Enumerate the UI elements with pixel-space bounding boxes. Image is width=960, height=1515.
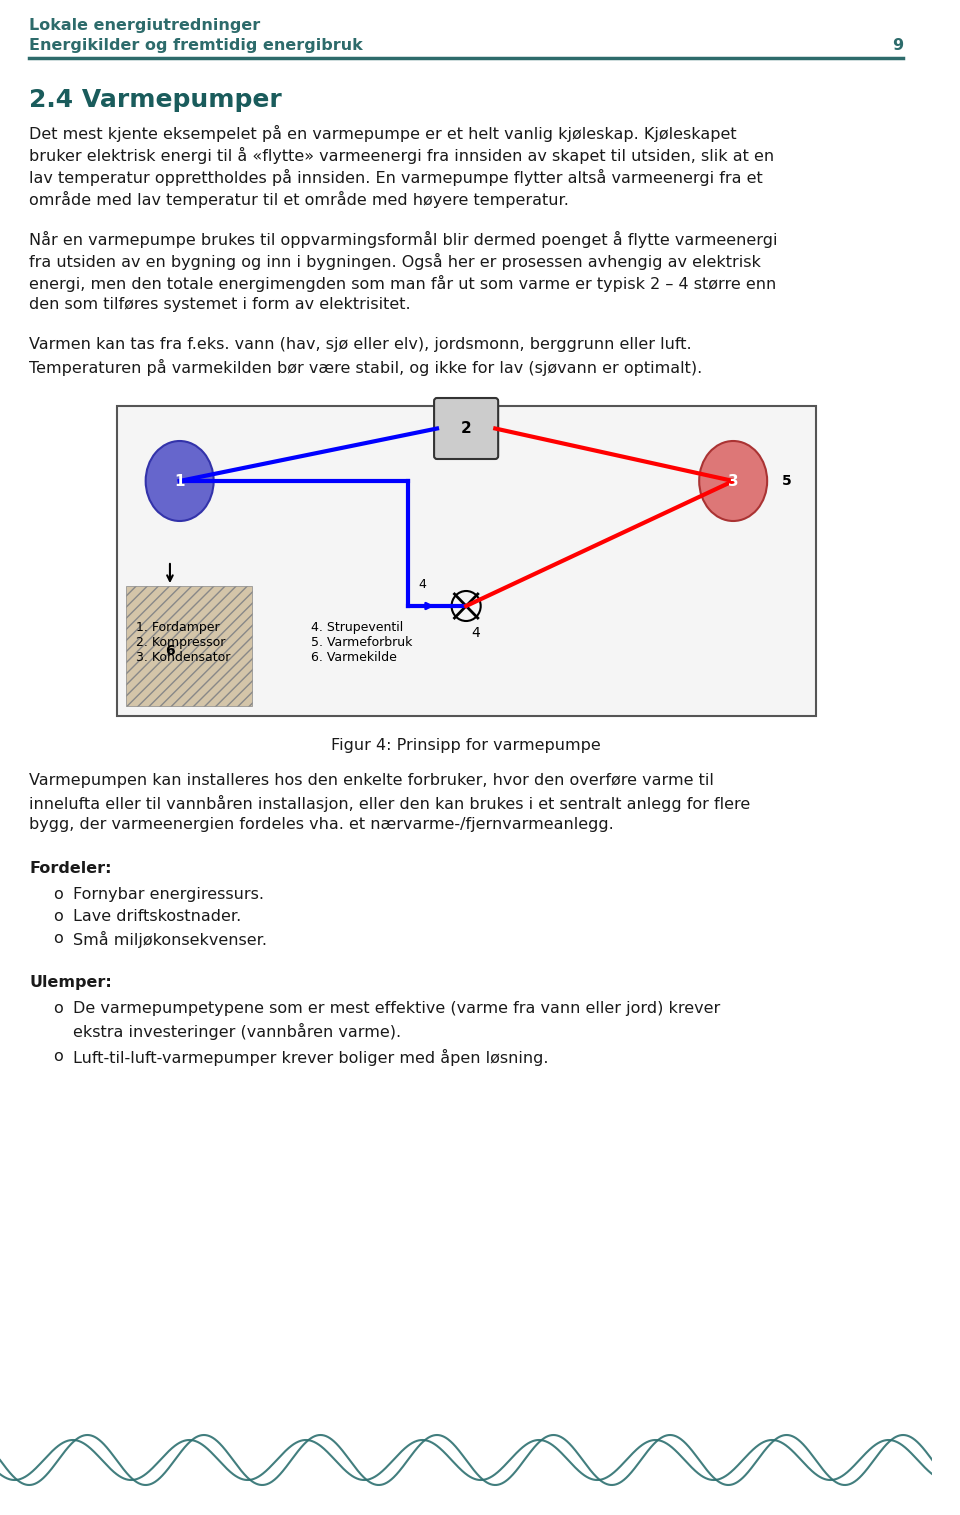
Text: o: o xyxy=(54,909,63,924)
Text: bygg, der varmeenergien fordeles vha. et nærvarme-/fjernvarmeanlegg.: bygg, der varmeenergien fordeles vha. et… xyxy=(29,817,613,832)
Text: o: o xyxy=(54,1048,63,1064)
FancyBboxPatch shape xyxy=(116,406,816,717)
Text: Figur 4: Prinsipp for varmepumpe: Figur 4: Prinsipp for varmepumpe xyxy=(331,738,601,753)
Text: 3: 3 xyxy=(728,474,738,488)
Text: Fordeler:: Fordeler: xyxy=(29,861,111,876)
Text: Varmepumpen kan installeres hos den enkelte forbruker, hvor den overføre varme t: Varmepumpen kan installeres hos den enke… xyxy=(29,773,714,788)
Text: Fornybar energiressurs.: Fornybar energiressurs. xyxy=(73,886,264,901)
Text: 4: 4 xyxy=(419,579,426,591)
Text: ekstra investeringer (vannbåren varme).: ekstra investeringer (vannbåren varme). xyxy=(73,1023,401,1039)
Text: lav temperatur opprettholdes på innsiden. En varmepumpe flytter altså varmeenerg: lav temperatur opprettholdes på innsiden… xyxy=(29,170,763,186)
Text: Energikilder og fremtidig energibruk: Energikilder og fremtidig energibruk xyxy=(29,38,363,53)
Text: o: o xyxy=(54,886,63,901)
Text: 5: 5 xyxy=(781,474,791,488)
Text: 2: 2 xyxy=(461,421,471,436)
Text: 4: 4 xyxy=(471,626,480,639)
Text: 5. Varmeforbruk: 5. Varmeforbruk xyxy=(311,636,412,648)
Text: 9: 9 xyxy=(892,38,903,53)
Text: område med lav temperatur til et område med høyere temperatur.: område med lav temperatur til et område … xyxy=(29,191,569,208)
Text: energi, men den totale energimengden som man får ut som varme er typisk 2 – 4 st: energi, men den totale energimengden som… xyxy=(29,276,777,292)
Text: 1. Fordamper: 1. Fordamper xyxy=(136,621,220,633)
Text: Ulemper:: Ulemper: xyxy=(29,976,112,989)
Text: 4. Strupeventil: 4. Strupeventil xyxy=(311,621,403,633)
Text: De varmepumpetypene som er mest effektive (varme fra vann eller jord) krever: De varmepumpetypene som er mest effektiv… xyxy=(73,1001,720,1017)
Text: Små miljøkonsekvenser.: Små miljøkonsekvenser. xyxy=(73,932,267,948)
Text: 2. Kompressor: 2. Kompressor xyxy=(136,636,226,648)
Text: innelufta eller til vannbåren installasjon, eller den kan brukes i et sentralt a: innelufta eller til vannbåren installasj… xyxy=(29,795,751,812)
Text: 2.4 Varmepumper: 2.4 Varmepumper xyxy=(29,88,282,112)
Ellipse shape xyxy=(699,441,767,521)
Text: Lave driftskostnader.: Lave driftskostnader. xyxy=(73,909,241,924)
Text: Varmen kan tas fra f.eks. vann (hav, sjø eller elv), jordsmonn, berggrunn eller : Varmen kan tas fra f.eks. vann (hav, sjø… xyxy=(29,336,692,351)
Text: 6. Varmekilde: 6. Varmekilde xyxy=(311,651,396,664)
Text: Det mest kjente eksempelet på en varmepumpe er et helt vanlig kjøleskap. Kjølesk: Det mest kjente eksempelet på en varmepu… xyxy=(29,126,736,142)
Text: Når en varmepumpe brukes til oppvarmingsformål blir dermed poenget å flytte varm: Når en varmepumpe brukes til oppvarmings… xyxy=(29,230,778,248)
FancyBboxPatch shape xyxy=(127,586,252,706)
Text: 6: 6 xyxy=(165,644,175,658)
Text: o: o xyxy=(54,1001,63,1017)
Text: 3. Kondensator: 3. Kondensator xyxy=(136,651,230,664)
Text: o: o xyxy=(54,932,63,945)
FancyBboxPatch shape xyxy=(434,398,498,459)
Text: Lokale energiutredninger: Lokale energiutredninger xyxy=(29,18,260,33)
Text: Luft-til-luft-varmepumper krever boliger med åpen løsning.: Luft-til-luft-varmepumper krever boliger… xyxy=(73,1048,548,1067)
Ellipse shape xyxy=(146,441,214,521)
Text: den som tilføres systemet i form av elektrisitet.: den som tilføres systemet i form av elek… xyxy=(29,297,411,312)
Text: Temperaturen på varmekilden bør være stabil, og ikke for lav (sjøvann er optimal: Temperaturen på varmekilden bør være sta… xyxy=(29,359,703,376)
Text: fra utsiden av en bygning og inn i bygningen. Også her er prosessen avhengig av : fra utsiden av en bygning og inn i bygni… xyxy=(29,253,761,270)
Text: bruker elektrisk energi til å «flytte» varmeenergi fra innsiden av skapet til ut: bruker elektrisk energi til å «flytte» v… xyxy=(29,147,775,164)
Text: 1: 1 xyxy=(175,474,185,488)
